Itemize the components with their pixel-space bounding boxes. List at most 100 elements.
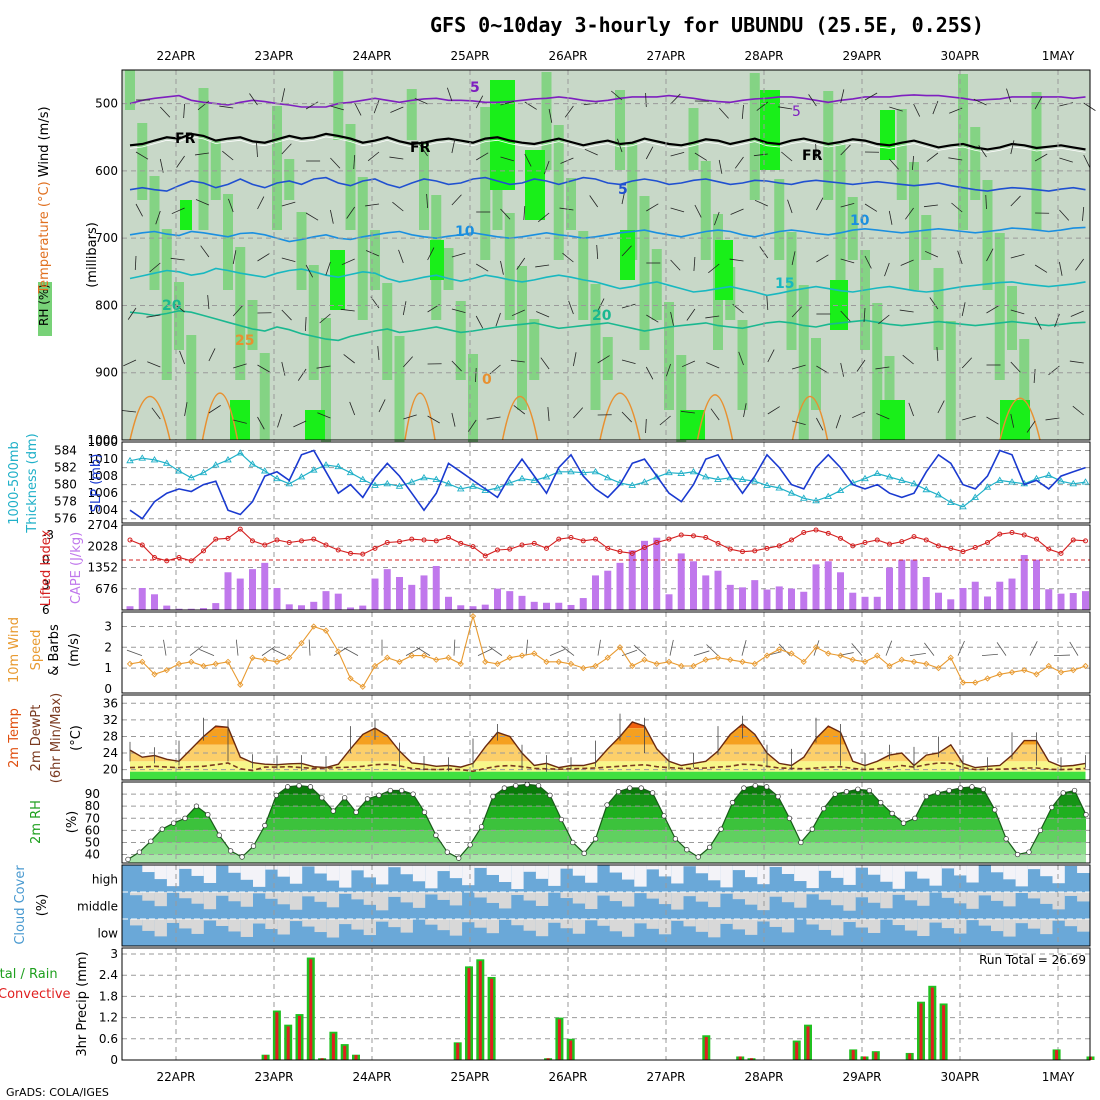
thickness-marker bbox=[383, 479, 392, 487]
rh-marker bbox=[501, 785, 508, 791]
axis-title-part: (millibars) bbox=[85, 222, 100, 288]
axis-title-part: Temperature (°C) bbox=[37, 177, 52, 294]
precip-convective-bar bbox=[320, 1058, 324, 1060]
cloud-cell bbox=[720, 919, 733, 924]
rh-tick: 40 bbox=[85, 848, 100, 862]
thickness-marker bbox=[1044, 471, 1053, 478]
chart-title: GFS 0~10day 3-hourly for UBUNDU (25.5E, … bbox=[430, 13, 984, 37]
cloud-cell bbox=[339, 919, 352, 925]
panel-frame bbox=[121, 524, 1091, 611]
contour-label: 5 bbox=[618, 182, 628, 198]
cloud-cell bbox=[929, 865, 942, 886]
rh-marker bbox=[604, 802, 610, 808]
cape-bar bbox=[383, 569, 391, 610]
cloud-cell bbox=[351, 919, 364, 930]
thickness-marker bbox=[714, 475, 722, 482]
wind-barb bbox=[926, 152, 939, 162]
cloud-cell bbox=[572, 865, 586, 876]
axis-title: (°C) bbox=[69, 725, 84, 751]
wind-tick: 1 bbox=[104, 661, 112, 675]
panel-frame bbox=[121, 694, 1091, 781]
li-marker bbox=[397, 539, 402, 545]
precip-convective-bar bbox=[738, 1056, 742, 1060]
wind-barb bbox=[451, 412, 456, 427]
wind-speed-marker bbox=[727, 656, 734, 663]
wind-barb bbox=[889, 158, 899, 170]
li-marker bbox=[642, 545, 647, 550]
wind-barb bbox=[645, 92, 647, 108]
thickness-marker bbox=[395, 482, 404, 489]
axis-title: 10m Wind bbox=[7, 617, 22, 683]
li-marker bbox=[776, 543, 782, 549]
cloud-cell bbox=[732, 865, 745, 871]
wind-barb bbox=[500, 156, 515, 162]
cloud-cell bbox=[425, 892, 438, 895]
li-marker bbox=[740, 549, 745, 555]
cloud-cell bbox=[154, 892, 167, 907]
wind-barb bbox=[978, 145, 987, 158]
wind-barb bbox=[708, 263, 720, 274]
wind-barb bbox=[911, 155, 914, 170]
li-marker bbox=[323, 542, 329, 548]
cloud-cell bbox=[179, 919, 192, 929]
thickness-marker bbox=[689, 467, 698, 475]
wind-barb bbox=[257, 253, 270, 262]
wind-barb bbox=[377, 346, 380, 361]
axis-title-part: 10m Wind bbox=[7, 617, 22, 683]
rh-marker bbox=[935, 790, 941, 796]
rh-marker bbox=[581, 850, 587, 856]
thickness-marker bbox=[138, 454, 147, 461]
rh-bright-cell bbox=[715, 240, 733, 300]
contour-label: 20 bbox=[162, 298, 182, 314]
rh-green-cell bbox=[798, 285, 809, 440]
wind-barb bbox=[373, 99, 380, 114]
cloud-cell bbox=[203, 892, 217, 910]
cloud-cell bbox=[437, 919, 450, 931]
rh-green-cell bbox=[382, 283, 393, 380]
cloud-cell bbox=[462, 919, 475, 923]
wind-speed-marker bbox=[151, 671, 158, 678]
rh-marker bbox=[855, 786, 861, 792]
wind-speed-marker bbox=[923, 660, 930, 668]
thickness-marker bbox=[701, 473, 710, 480]
li-marker bbox=[286, 540, 292, 545]
li-marker bbox=[458, 540, 464, 546]
surface-wind-barb bbox=[778, 643, 791, 656]
rh-marker bbox=[456, 855, 462, 861]
li-marker bbox=[409, 536, 415, 542]
rh-green-cell bbox=[296, 212, 307, 290]
wind-barb bbox=[840, 89, 845, 104]
surface-wind-barb bbox=[405, 647, 421, 656]
thickness-tick: 576 bbox=[54, 512, 77, 526]
li-marker bbox=[703, 535, 709, 540]
thickness-marker bbox=[628, 481, 637, 488]
cape-bar bbox=[469, 606, 477, 610]
wind-barb bbox=[1082, 206, 1085, 221]
cloud-cell bbox=[314, 892, 327, 902]
cape-tick: 1352 bbox=[87, 561, 118, 575]
rh-green-cell bbox=[994, 233, 1005, 380]
wind-barb bbox=[451, 360, 462, 372]
rh-marker bbox=[1003, 836, 1009, 842]
cape-bar bbox=[261, 562, 269, 610]
li-marker bbox=[887, 541, 892, 547]
cloud-cell bbox=[289, 919, 303, 922]
panel-bg bbox=[122, 612, 1090, 693]
wind-speed-marker bbox=[947, 654, 954, 661]
cloud-cell bbox=[376, 865, 389, 885]
bottom-date-tick: 1MAY bbox=[1042, 1070, 1075, 1084]
wind-barb bbox=[738, 351, 744, 366]
thickness-marker bbox=[199, 468, 208, 476]
cape-bar bbox=[1082, 591, 1089, 610]
wind-barb bbox=[523, 205, 526, 220]
axis-title: (millibars) bbox=[85, 222, 100, 288]
cloud-cell bbox=[474, 919, 487, 928]
wind-speed-marker bbox=[1082, 662, 1089, 670]
cape-bar bbox=[126, 606, 134, 610]
rh-marker bbox=[752, 782, 758, 789]
cape-bar bbox=[922, 576, 930, 610]
temp-line bbox=[129, 721, 1086, 769]
axis-title: Lifted Index bbox=[39, 529, 54, 606]
wind-barb bbox=[816, 254, 829, 263]
top-tick: 1000 bbox=[87, 435, 118, 449]
